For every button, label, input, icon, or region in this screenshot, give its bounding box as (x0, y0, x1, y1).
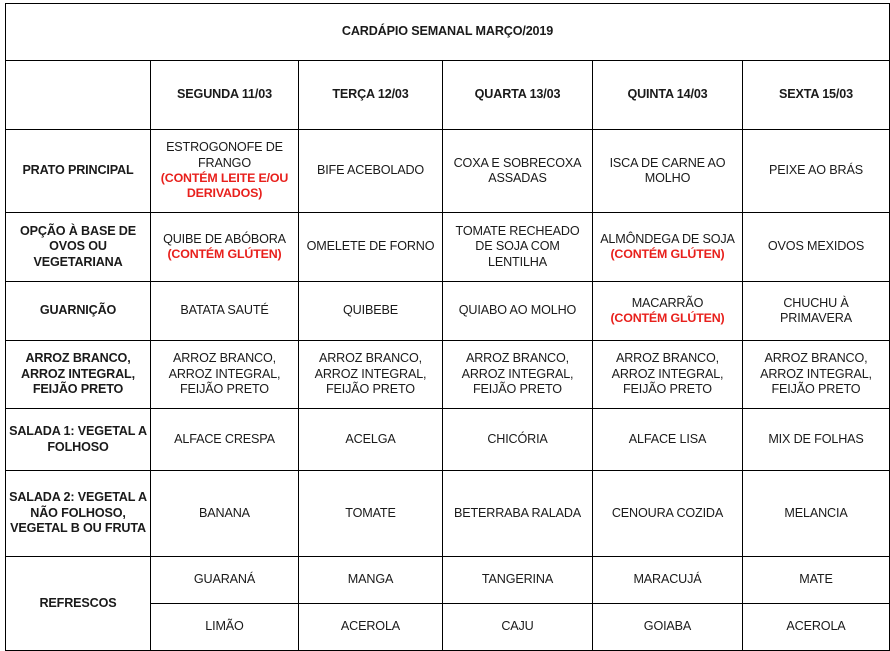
cell-guarnicao-terca: QUIBEBE (298, 281, 443, 341)
row-label-refrescos: REFRESCOS (5, 556, 151, 651)
cell-refrescos1-terca: MANGA (298, 556, 443, 604)
menu-item-text: BATATA SAUTÉ (180, 303, 269, 318)
allergen-warning: (CONTÉM GLÚTEN) (610, 311, 725, 326)
cell-guarnicao-quinta: MACARRÃO (CONTÉM GLÚTEN) (592, 281, 743, 341)
cell-refrescos2-quinta: GOIABA (592, 603, 743, 651)
menu-item-text: COXA E SOBRECOXA ASSADAS (453, 155, 582, 185)
cell-opcao-quarta: TOMATE RECHEADO DE SOJA COM LENTILHA (442, 212, 593, 282)
cell-refrescos1-quinta: MARACUJÁ (592, 556, 743, 604)
cell-salada2-terca: TOMATE (298, 470, 443, 557)
allergen-warning: (CONTÉM GLÚTEN) (610, 247, 725, 262)
cell-opcao-segunda: QUIBE DE ABÓBORA (CONTÉM GLÚTEN) (150, 212, 299, 282)
cell-prato-segunda: ESTROGONOFE DE FRANGO (CONTÉM LEITE E/OU … (150, 129, 299, 213)
menu-item-text: QUIBEBE (343, 303, 398, 318)
table-row-salada-1: SALADA 1: VEGETAL A FOLHOSO ALFACE CRESP… (5, 408, 890, 471)
table-row-refrescos-1: REFRESCOS GUARANÁ MANGA TANGERINA MARACU… (5, 556, 890, 651)
cell-salada2-quinta: CENOURA COZIDA (592, 470, 743, 557)
menu-item-text: MACARRÃO (631, 295, 704, 310)
page-title: CARDÁPIO SEMANAL MARÇO/2019 (5, 3, 890, 61)
row-label-prato-principal: PRATO PRINCIPAL (5, 129, 151, 213)
cell-salada1-segunda: ALFACE CRESPA (150, 408, 299, 471)
menu-sheet: CARDÁPIO SEMANAL MARÇO/2019 SEGUNDA 11/0… (0, 3, 890, 651)
row-label-salada-2: SALADA 2: VEGETAL A NÃO FOLHOSO, VEGETAL… (5, 470, 151, 557)
cell-arroz-segunda: ARROZ BRANCO, ARROZ INTEGRAL, FEIJÃO PRE… (150, 340, 299, 409)
table-row-salada-2: SALADA 2: VEGETAL A NÃO FOLHOSO, VEGETAL… (5, 470, 890, 557)
column-header-segunda: SEGUNDA 11/03 (150, 60, 299, 130)
menu-item-text: OVOS MEXIDOS (767, 239, 865, 254)
cell-guarnicao-segunda: BATATA SAUTÉ (150, 281, 299, 341)
table-row-arroz-feijao: ARROZ BRANCO, ARROZ INTEGRAL, FEIJÃO PRE… (5, 340, 890, 409)
title-row: CARDÁPIO SEMANAL MARÇO/2019 (5, 3, 890, 61)
cell-arroz-quinta: ARROZ BRANCO, ARROZ INTEGRAL, FEIJÃO PRE… (592, 340, 743, 409)
allergen-warning: (CONTÉM GLÚTEN) (167, 247, 282, 262)
column-header-sexta: SEXTA 15/03 (742, 60, 890, 130)
table-row-guarnicao: GUARNIÇÃO BATATA SAUTÉ QUIBEBE QUIABO AO… (5, 281, 890, 341)
menu-item-text: TOMATE RECHEADO DE SOJA COM LENTILHA (455, 223, 580, 269)
table-row-opcao-vegetariana: OPÇÃO À BASE DE OVOS OU VEGETARIANA QUIB… (5, 212, 890, 282)
cell-salada2-segunda: BANANA (150, 470, 299, 557)
cell-salada1-sexta: MIX DE FOLHAS (742, 408, 890, 471)
cell-salada1-quarta: CHICÓRIA (442, 408, 593, 471)
cell-refrescos1-quarta: TANGERINA (442, 556, 593, 604)
menu-item-text: QUIABO AO MOLHO (458, 303, 577, 318)
column-header-terca: TERÇA 12/03 (298, 60, 443, 130)
cell-refrescos2-quarta: CAJU (442, 603, 593, 651)
corner-empty-cell (5, 60, 151, 130)
row-label-opcao-vegetariana: OPÇÃO À BASE DE OVOS OU VEGETARIANA (5, 212, 151, 282)
menu-item-text: BIFE ACEBOLADO (316, 163, 425, 178)
column-header-quarta: QUARTA 13/03 (442, 60, 593, 130)
row-label-arroz-feijao: ARROZ BRANCO, ARROZ INTEGRAL, FEIJÃO PRE… (5, 340, 151, 409)
cell-opcao-sexta: OVOS MEXIDOS (742, 212, 890, 282)
cell-prato-quinta: ISCA DE CARNE AO MOLHO (592, 129, 743, 213)
cell-refrescos2-sexta: ACEROLA (742, 603, 890, 651)
cell-opcao-terca: OMELETE DE FORNO (298, 212, 443, 282)
cell-prato-sexta: PEIXE AO BRÁS (742, 129, 890, 213)
cell-guarnicao-sexta: CHUCHU À PRIMAVERA (742, 281, 890, 341)
menu-item-text: OMELETE DE FORNO (306, 239, 435, 254)
row-label-guarnicao: GUARNIÇÃO (5, 281, 151, 341)
cell-refrescos2-terca: ACEROLA (298, 603, 443, 651)
cell-refrescos1-sexta: MATE (742, 556, 890, 604)
menu-item-text: ALMÔNDEGA DE SOJA (600, 231, 735, 246)
menu-item-text: ISCA DE CARNE AO MOLHO (609, 155, 726, 185)
allergen-warning: (CONTÉM LEITE E/OU DERIVADOS) (160, 171, 289, 201)
table-row-prato-principal: PRATO PRINCIPAL ESTROGONOFE DE FRANGO (CO… (5, 129, 890, 213)
cell-prato-terca: BIFE ACEBOLADO (298, 129, 443, 213)
cell-arroz-sexta: ARROZ BRANCO, ARROZ INTEGRAL, FEIJÃO PRE… (742, 340, 890, 409)
header-row: SEGUNDA 11/03 TERÇA 12/03 QUARTA 13/03 Q… (5, 60, 890, 130)
menu-item-text: CHUCHU À PRIMAVERA (780, 295, 852, 325)
cell-salada1-quinta: ALFACE LISA (592, 408, 743, 471)
column-header-quinta: QUINTA 14/03 (592, 60, 743, 130)
menu-item-text: QUIBE DE ABÓBORA (163, 231, 286, 246)
cell-guarnicao-quarta: QUIABO AO MOLHO (442, 281, 593, 341)
weekly-menu-table: CARDÁPIO SEMANAL MARÇO/2019 SEGUNDA 11/0… (5, 3, 890, 651)
menu-item-text: ESTROGONOFE DE FRANGO (166, 140, 283, 170)
cell-refrescos2-segunda: LIMÃO (150, 603, 299, 651)
menu-item-text: PEIXE AO BRÁS (769, 163, 863, 178)
cell-refrescos1-segunda: GUARANÁ (150, 556, 299, 604)
cell-arroz-terca: ARROZ BRANCO, ARROZ INTEGRAL, FEIJÃO PRE… (298, 340, 443, 409)
cell-salada2-sexta: MELANCIA (742, 470, 890, 557)
row-label-salada-1: SALADA 1: VEGETAL A FOLHOSO (5, 408, 151, 471)
cell-arroz-quarta: ARROZ BRANCO, ARROZ INTEGRAL, FEIJÃO PRE… (442, 340, 593, 409)
cell-salada2-quarta: BETERRABA RALADA (442, 470, 593, 557)
cell-opcao-quinta: ALMÔNDEGA DE SOJA (CONTÉM GLÚTEN) (592, 212, 743, 282)
cell-salada1-terca: ACELGA (298, 408, 443, 471)
cell-prato-quarta: COXA E SOBRECOXA ASSADAS (442, 129, 593, 213)
